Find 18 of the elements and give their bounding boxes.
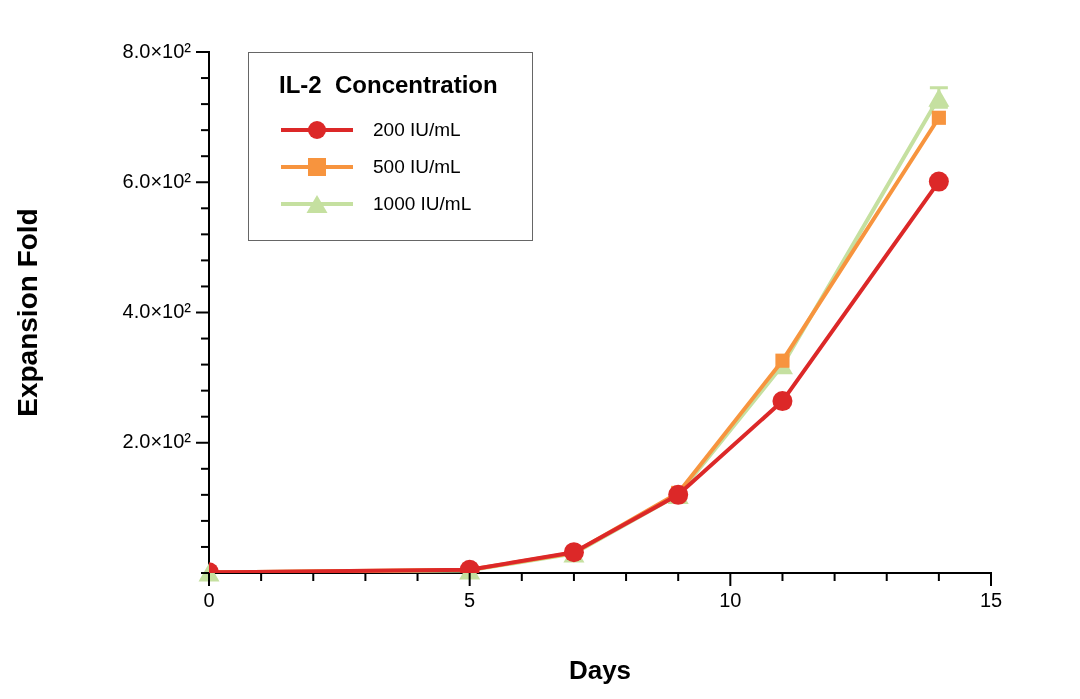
x-tick-label: 15 [979, 588, 1003, 611]
x-tick-label: 10 [719, 588, 742, 611]
point [772, 391, 793, 412]
x-tick-label: 5 [464, 588, 476, 611]
x-axis-title: Days [568, 654, 632, 685]
y-tick-label: 4.0×10² [122, 300, 192, 323]
legend-label: 500 IU/mL [373, 155, 461, 178]
legend-label: 200 IU/mL [373, 118, 461, 141]
y-tick-label: 8.0×10² [122, 39, 192, 62]
point [775, 353, 790, 368]
legend-label: 1000 IU/mL [373, 192, 472, 215]
legend-title: IL-2 Concentration [279, 71, 498, 99]
y-tick-label: 2.0×10² [122, 430, 192, 453]
y-axis-title: Expansion Fold [11, 208, 43, 417]
x-tick-label: 0 [203, 588, 215, 611]
point [928, 171, 949, 192]
y-tick-label: 6.0×10² [122, 169, 192, 192]
point [931, 110, 946, 125]
